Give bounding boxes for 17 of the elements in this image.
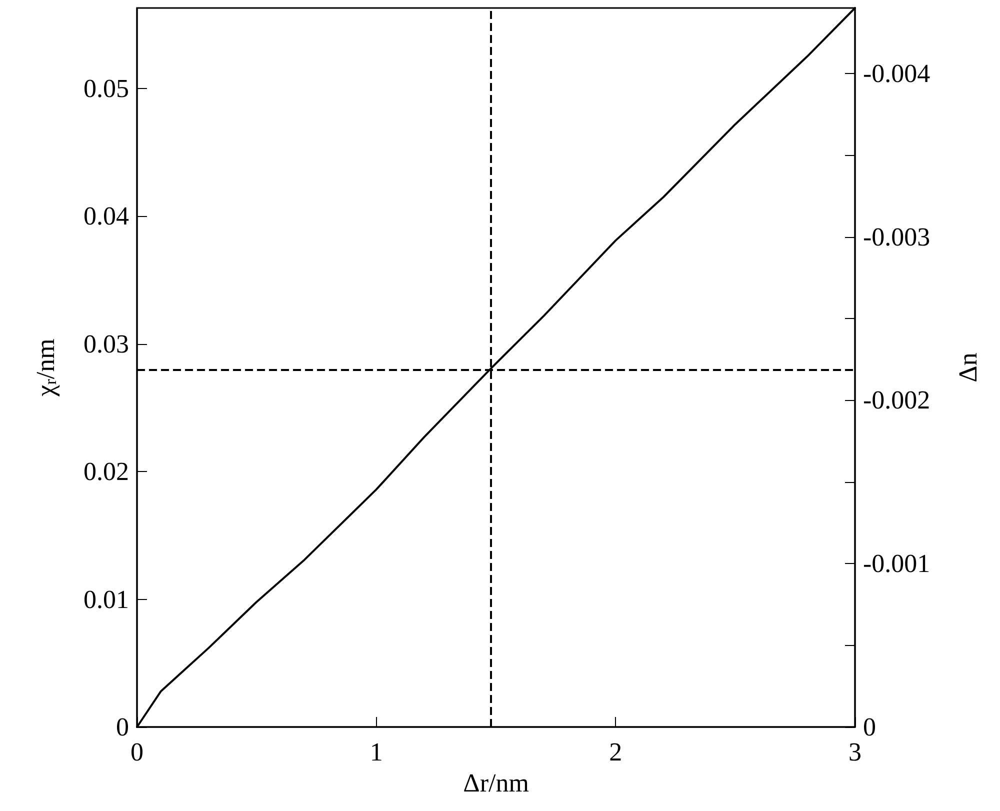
y-tick-label: 0.02 (84, 457, 129, 486)
y2-tick-label: 0 (863, 712, 876, 742)
y-tick-label: 0.03 (84, 329, 129, 358)
x-tick-label: 1 (370, 738, 383, 766)
y2-tick-label: -0.004 (863, 58, 930, 88)
y-tick-label: 0.05 (84, 74, 129, 103)
y2-tick-label: -0.002 (863, 386, 930, 415)
x-tick-label: 2 (609, 738, 622, 766)
y2-tick-label: -0.001 (863, 549, 930, 578)
y-tick-label: 0.01 (84, 584, 129, 614)
x-tick-label: 3 (848, 738, 862, 766)
x-axis-title: Δr/nm (463, 768, 529, 798)
y-tick-label: 0.04 (84, 202, 129, 231)
y2-tick-label: -0.003 (863, 222, 930, 252)
y-tick-label: 0 (116, 712, 129, 742)
y2-axis-title: Δn (954, 352, 982, 382)
y-axis-title: χr/nm (31, 338, 60, 398)
